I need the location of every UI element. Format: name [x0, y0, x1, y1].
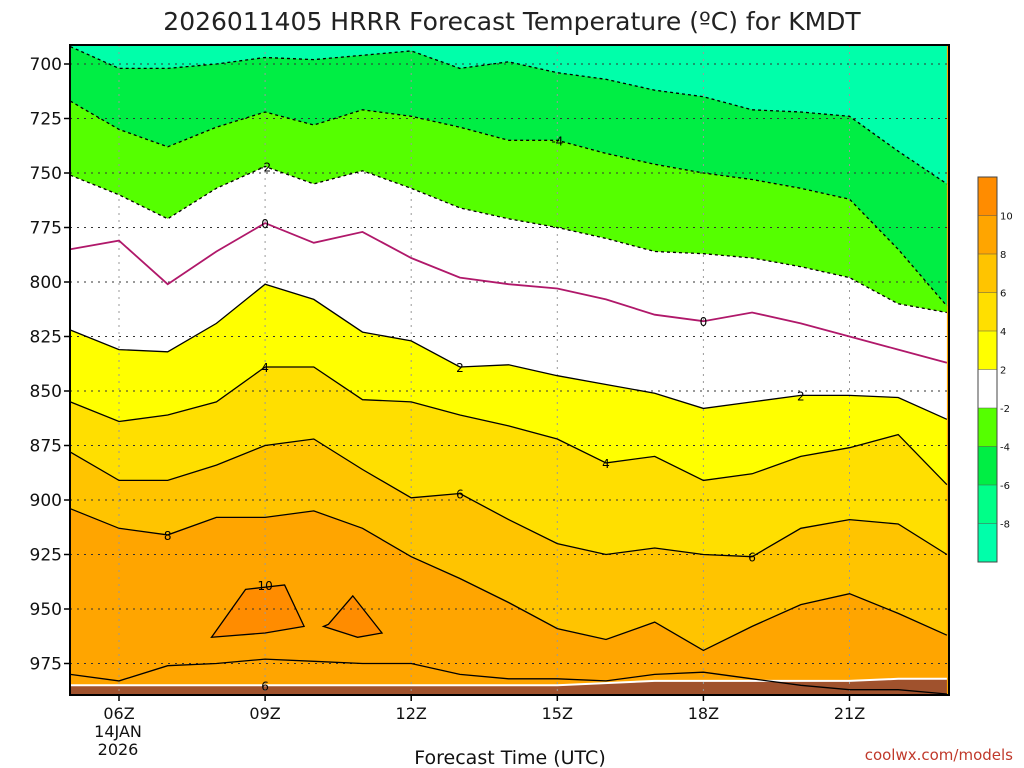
- isotherm-near-surface-6: [70, 658, 947, 695]
- contour-label-2: 0: [261, 217, 269, 231]
- isotherm-10-cell-1: [321, 594, 384, 638]
- fill-band-2: [70, 284, 947, 485]
- colorbar-band-7: [978, 446, 997, 486]
- plot-area: -2 -4 0 0 2 2 4 4 6 6 6 8 10: [70, 45, 949, 695]
- x-axis-ticks: 06Z 09Z 12Z 15Z 18Z 21Z: [103, 695, 865, 723]
- fill-band--4: [70, 101, 947, 313]
- colorbar-tick-label--6: -6: [1000, 481, 1010, 492]
- contour-label-9: 6: [748, 551, 756, 565]
- y-tick-label-775: 775: [30, 219, 62, 239]
- contour-label-7: 4: [602, 457, 610, 471]
- y-tick-label-725: 725: [30, 110, 62, 130]
- isotherm-6: [70, 438, 948, 558]
- contour-label-4: 2: [456, 361, 464, 375]
- x-tick-label-09Z: 09Z: [249, 704, 280, 723]
- colorbar-tick-label-10: 10: [1000, 212, 1013, 223]
- colorbar-band-4: [978, 331, 997, 370]
- x-tick-label-15Z: 15Z: [542, 704, 573, 723]
- contour-label-11: 8: [164, 529, 172, 543]
- date-day: 14JAN: [94, 722, 142, 741]
- y-tick-label-900: 900: [30, 491, 62, 511]
- y-tick-label-700: 700: [30, 55, 62, 75]
- colorbar-tick-label-6: 6: [1000, 289, 1006, 300]
- isotherm--4: [70, 100, 948, 307]
- isotherm--2: [70, 165, 948, 314]
- chart-title: 2026011405 HRRR Forecast Temperature (ºC…: [163, 7, 861, 36]
- fill-band--2: [70, 166, 947, 363]
- colorbar-band-1: [978, 215, 997, 255]
- y-tick-label-825: 825: [30, 328, 62, 348]
- contour-label-1: -4: [551, 134, 563, 148]
- fill-warm-cell-1: [323, 595, 382, 638]
- fill-band-6: [70, 439, 947, 651]
- fill-band-8: [70, 508, 947, 695]
- fill-band-coldest: [70, 45, 947, 184]
- y-tick-label-850: 850: [30, 382, 62, 402]
- contour-label-12: 10: [257, 579, 272, 593]
- colorbar-band-6: [978, 408, 997, 447]
- isotherm-0: [70, 222, 948, 364]
- below-ground-fill: [70, 678, 947, 695]
- isotherm-10-cell-0: [210, 584, 306, 639]
- colorbar-band-0: [978, 177, 997, 216]
- fill-warm-cell-0: [211, 585, 305, 638]
- x-tick-label-18Z: 18Z: [688, 704, 719, 723]
- colorbar-tick-label-8: 8: [1000, 250, 1006, 261]
- colorbar-band-3: [978, 292, 997, 332]
- y-axis-ticks: 700 725 750 775 800 825 850 875 900 925 950 975: [30, 55, 70, 675]
- fill-band-4: [70, 367, 947, 557]
- date-year: 2026: [98, 740, 139, 759]
- colorbar-tick-label-2: 2: [1000, 366, 1006, 377]
- colorbar: 10 8 6 4 2 -2 -4 -6 -8: [977, 176, 1013, 563]
- contour-label-6: 4: [261, 361, 269, 375]
- colorbar-tick-label-4: 4: [1000, 327, 1006, 338]
- surface-pressure-line: [70, 677, 947, 687]
- isotherm-2: [70, 283, 948, 420]
- fill-band-0: [70, 223, 947, 420]
- credit-text: coolwx.com/models: [865, 746, 1013, 764]
- y-tick-label-875: 875: [30, 437, 62, 457]
- y-tick-label-750: 750: [30, 164, 62, 184]
- x-axis-label: Forecast Time (UTC): [414, 747, 605, 768]
- plot-frame: [69, 44, 950, 696]
- colorbar-band-5: [978, 369, 997, 409]
- colorbar-band-9: [978, 523, 997, 563]
- isotherm-lines: [70, 46, 948, 695]
- colorbar-tick-label--4: -4: [1000, 443, 1010, 454]
- fill-band--6: [70, 46, 947, 306]
- x-tick-label-06Z: 06Z: [103, 704, 134, 723]
- isotherm-4: [70, 366, 948, 486]
- contour-label-8: 6: [456, 487, 464, 501]
- isotherm--6: [70, 46, 948, 185]
- x-tick-label-21Z: 21Z: [834, 704, 865, 723]
- contour-label-3: 0: [700, 315, 708, 329]
- y-tick-label-800: 800: [30, 273, 62, 293]
- colorbar-band-8: [978, 485, 997, 524]
- y-tick-label-975: 975: [30, 655, 62, 675]
- contour-labels: -2 -4 0 0 2 2 4 4 6 6 6 8 10: [164, 134, 805, 693]
- isotherm-8: [70, 508, 948, 652]
- colorbar-tick-label--2: -2: [1000, 404, 1010, 415]
- colorbar-band-2: [978, 254, 997, 293]
- colorbar-tick-label--8: -8: [1000, 520, 1010, 531]
- y-tick-label-925: 925: [30, 546, 62, 566]
- contour-label-5: 2: [797, 389, 805, 403]
- y-tick-label-950: 950: [30, 600, 62, 620]
- x-tick-label-12Z: 12Z: [396, 704, 427, 723]
- contour-label-0: -2: [259, 160, 271, 174]
- temperature-fills: [70, 45, 949, 695]
- contour-label-10: 6: [261, 679, 269, 693]
